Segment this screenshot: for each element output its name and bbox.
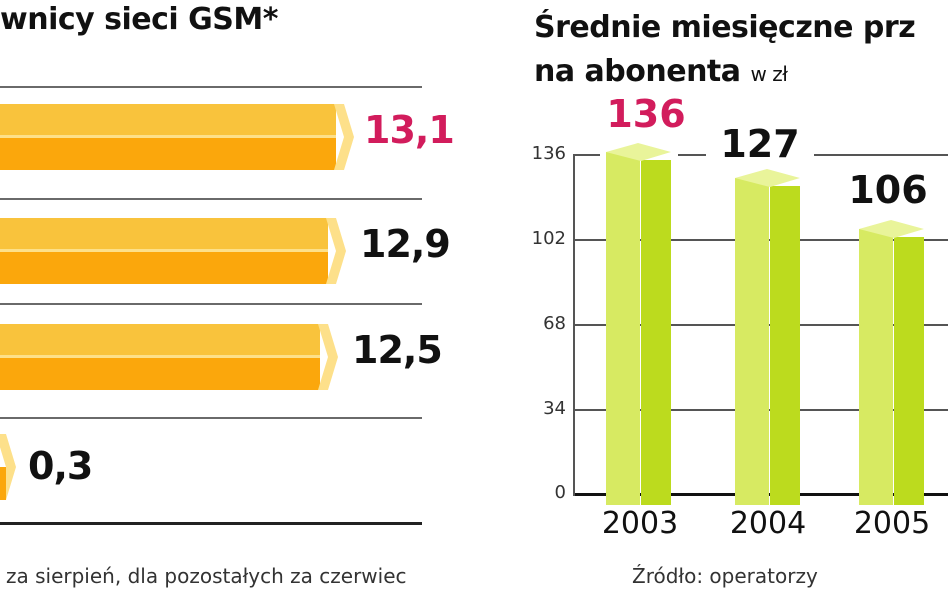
- bar-1: [0, 104, 356, 170]
- baseline: [0, 522, 422, 525]
- grid-line: [0, 198, 422, 200]
- ytick-34: 34: [543, 398, 566, 419]
- bar-2003-value: 136: [606, 92, 686, 136]
- bar-4: [0, 434, 16, 500]
- grid-line: [0, 417, 422, 419]
- bar-2005-value: 106: [848, 168, 928, 212]
- unit-label: w zł: [750, 62, 788, 86]
- bar-3: [0, 324, 338, 390]
- grid-line: [0, 86, 422, 88]
- bar-2005: [859, 0, 924, 505]
- right-chart-title-text: na abonenta: [534, 54, 741, 89]
- source-note: Źródło: operatorzy: [632, 564, 818, 588]
- left-footnote: za sierpień, dla pozostałych za czerwiec: [6, 564, 407, 588]
- bar-2: [0, 218, 346, 284]
- ytick-0: 0: [554, 482, 566, 503]
- year-2003: 2003: [601, 506, 679, 541]
- bar-2004: [735, 0, 800, 505]
- bar-4-value: 0,3: [28, 444, 93, 488]
- ytick-68: 68: [543, 313, 566, 334]
- left-chart-title: wnicy sieci GSM*: [0, 2, 278, 37]
- ytick-136: 136: [531, 143, 566, 164]
- ytick-102: 102: [531, 228, 566, 249]
- year-2004: 2004: [729, 506, 807, 541]
- right-chart-title-line2: na abonenta w zł: [534, 54, 788, 89]
- year-2005: 2005: [853, 506, 931, 541]
- y-axis: [573, 154, 575, 496]
- bar-2004-value: 127: [720, 122, 800, 166]
- bar-3-value: 12,5: [352, 328, 443, 372]
- label-bg: [706, 150, 814, 158]
- bar-2-value: 12,9: [360, 222, 451, 266]
- grid-line: [0, 303, 422, 305]
- bar-1-value: 13,1: [364, 108, 455, 152]
- bar-2003: [600, 0, 678, 505]
- right-chart-title-line1: Średnie miesięczne prz: [534, 10, 916, 45]
